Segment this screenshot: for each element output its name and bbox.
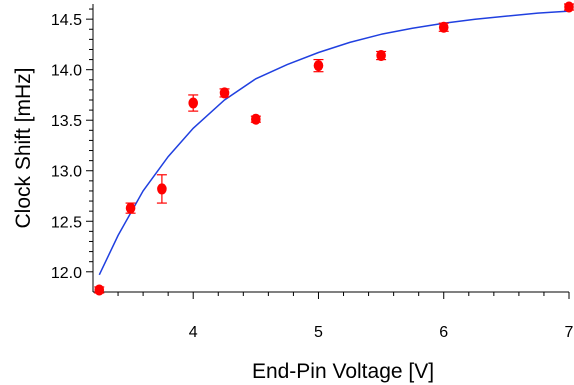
y-tick-label: 14.5 — [51, 12, 82, 29]
data-point — [219, 87, 230, 99]
data-marker — [219, 87, 230, 99]
data-point — [250, 113, 261, 125]
data-marker — [125, 202, 136, 214]
x-tick-label: 5 — [314, 324, 323, 341]
y-axis-title: Clock Shift [mHz] — [12, 67, 35, 228]
data-marker — [564, 1, 574, 13]
data-point — [313, 58, 324, 73]
fit-curve — [98, 10, 570, 276]
y-tick-label: 13.5 — [51, 113, 82, 130]
y-tick-label: 12.0 — [51, 265, 82, 282]
data-marker — [376, 50, 386, 62]
data-point — [564, 1, 574, 13]
data-marker — [188, 97, 199, 109]
x-tick-label: 6 — [439, 324, 448, 341]
y-axis-ticks: 12.0 12.5 13.0 13.5 14.0 14.5 — [51, 8, 93, 282]
data-marker — [313, 60, 324, 72]
x-tick-label: 7 — [565, 324, 574, 341]
data-marker — [438, 21, 449, 33]
data-point — [438, 21, 449, 33]
data-marker — [94, 284, 105, 296]
data-marker — [251, 113, 261, 125]
x-tick-label: 4 — [189, 324, 198, 341]
y-tick-label: 13.0 — [51, 164, 82, 181]
data-point — [376, 50, 387, 62]
y-tick-label: 14.0 — [51, 63, 82, 80]
data-points-layer — [94, 1, 574, 296]
y-tick-label: 12.5 — [51, 214, 82, 231]
data-point — [125, 202, 136, 214]
fit-curve-layer — [98, 10, 570, 276]
data-point — [94, 284, 105, 296]
x-axis-title: End-Pin Voltage [V] — [252, 360, 434, 383]
data-point — [188, 94, 199, 112]
x-axis-ticks: 4 5 6 7 — [117, 292, 574, 341]
data-marker — [157, 183, 167, 195]
data-point — [156, 174, 167, 204]
plot-frame — [92, 4, 569, 293]
